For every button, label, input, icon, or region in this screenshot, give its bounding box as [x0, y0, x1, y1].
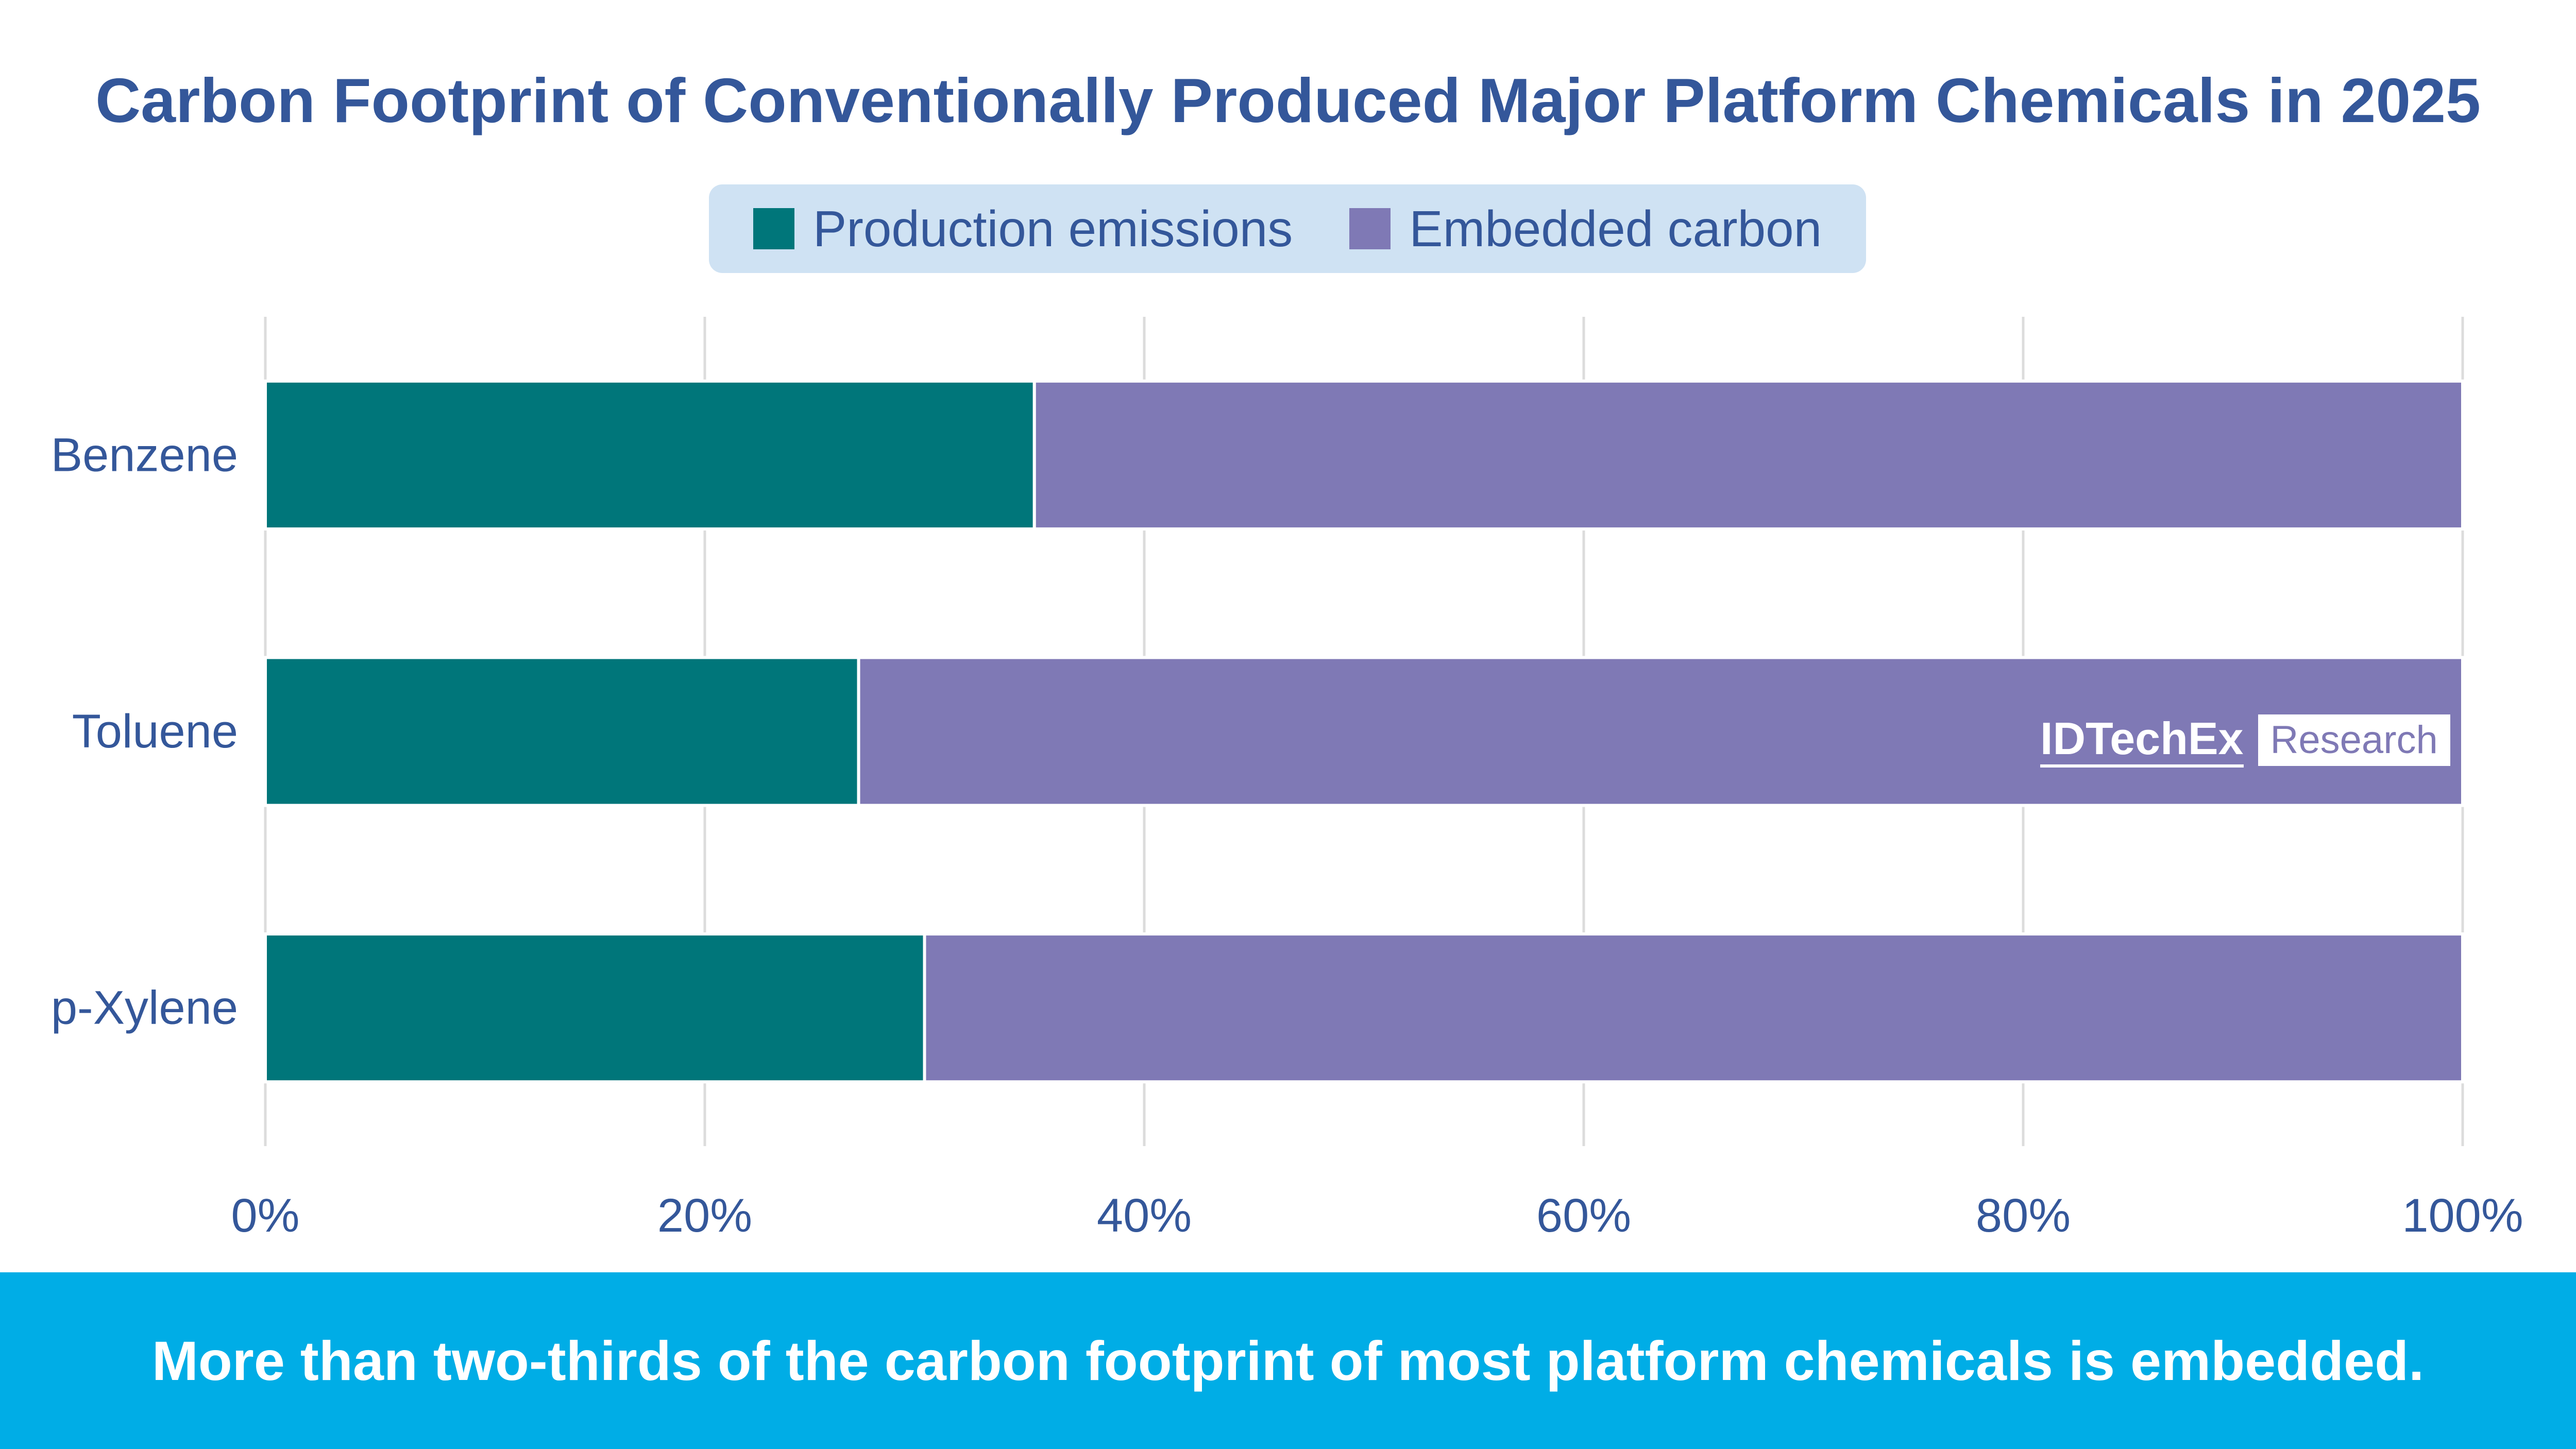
- footer-banner: More than two-thirds of the carbon footp…: [0, 1272, 2576, 1449]
- x-tick-label: 100%: [2402, 1189, 2523, 1242]
- chart-title: Carbon Footprint of Conventionally Produ…: [95, 65, 2481, 135]
- chart-plot: Benzene Toluene p-Xylene 0% 20% 40% 60% 80% 100%: [51, 317, 2523, 1242]
- logo-badge: Research: [2258, 714, 2450, 766]
- x-tick-label: 40%: [1097, 1189, 1192, 1242]
- legend-item-production: Production emissions: [753, 200, 1293, 257]
- legend: Production emissions Embedded carbon: [709, 184, 1866, 273]
- x-tick-label: 0%: [231, 1189, 300, 1242]
- legend-label-embedded: Embedded carbon: [1409, 200, 1822, 257]
- bar-production-benzene: [264, 379, 1036, 531]
- x-tick-label: 20%: [657, 1189, 752, 1242]
- bar-embedded-p-xylene: [923, 932, 2464, 1084]
- bar-production-toluene: [264, 656, 860, 807]
- legend-label-production: Production emissions: [812, 200, 1293, 257]
- category-label: Toluene: [72, 705, 238, 758]
- bar-embedded-benzene: [1032, 379, 2464, 531]
- category-label: p-Xylene: [51, 982, 238, 1034]
- category-label: Benzene: [51, 429, 238, 481]
- x-tick-label: 80%: [1976, 1189, 2071, 1242]
- x-tick-label: 60%: [1536, 1189, 1631, 1242]
- legend-item-embedded: Embedded carbon: [1349, 200, 1822, 257]
- legend-swatch-production: [753, 208, 794, 249]
- bar-embedded-toluene: [857, 656, 2464, 807]
- footer-text: More than two-thirds of the carbon footp…: [151, 1329, 2425, 1392]
- bar-production-p-xylene: [264, 932, 926, 1084]
- legend-swatch-embedded: [1349, 208, 1391, 249]
- logo-brand: IDTechEx: [2040, 713, 2244, 768]
- idtechex-logo: IDTechEx Research: [2040, 712, 2450, 769]
